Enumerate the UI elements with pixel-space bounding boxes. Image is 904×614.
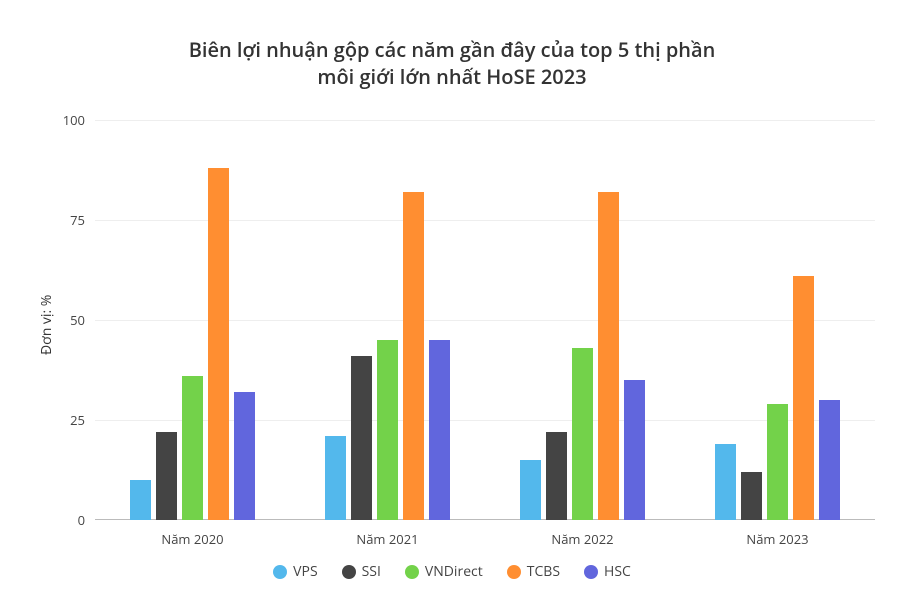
legend-item[interactable]: HSC [584, 562, 631, 581]
bar [598, 192, 619, 520]
chart-title-line2: môi giới lớn nhất HoSE 2023 [0, 63, 904, 90]
bar [182, 376, 203, 520]
bar [624, 380, 645, 520]
x-tick-label: Năm 2020 [161, 520, 223, 548]
legend-label: VPS [293, 562, 317, 581]
y-tick-label: 50 [70, 311, 95, 329]
bar [520, 460, 541, 520]
bar [715, 444, 736, 520]
legend-item[interactable]: VPS [273, 562, 317, 581]
x-tick-label: Năm 2021 [356, 520, 418, 548]
legend-item[interactable]: SSI [342, 562, 381, 581]
y-tick-label: 100 [63, 111, 95, 129]
bar [403, 192, 424, 520]
bar [208, 168, 229, 520]
y-tick-label: 25 [70, 411, 95, 429]
legend-swatch [342, 565, 356, 579]
legend-item[interactable]: VNDirect [405, 562, 483, 581]
legend-swatch [273, 565, 287, 579]
bar [767, 404, 788, 520]
plot-area: 0255075100Năm 2020Năm 2021Năm 2022Năm 20… [95, 120, 875, 520]
legend-label: SSI [362, 562, 381, 581]
bar [234, 392, 255, 520]
legend-swatch [405, 565, 419, 579]
bar [156, 432, 177, 520]
bar [429, 340, 450, 520]
legend-swatch [584, 565, 598, 579]
chart-container: Biên lợi nhuận gộp các năm gần đây của t… [0, 0, 904, 614]
y-tick-label: 75 [70, 211, 95, 229]
legend-swatch [507, 565, 521, 579]
x-tick-label: Năm 2023 [746, 520, 808, 548]
bar [572, 348, 593, 520]
gridline [95, 120, 875, 121]
legend-item[interactable]: TCBS [507, 562, 560, 581]
bar [793, 276, 814, 520]
x-tick-label: Năm 2022 [551, 520, 613, 548]
legend-label: HSC [604, 562, 631, 581]
bar [546, 432, 567, 520]
bar [819, 400, 840, 520]
y-tick-label: 0 [78, 511, 95, 529]
legend-label: VNDirect [425, 562, 483, 581]
bar [377, 340, 398, 520]
bar [741, 472, 762, 520]
legend: VPS SSI VNDirect TCBS HSC [0, 562, 904, 581]
bar [130, 480, 151, 520]
legend-label: TCBS [527, 562, 560, 581]
y-axis-label: Đơn vị: % [37, 295, 56, 355]
chart-title: Biên lợi nhuận gộp các năm gần đây của t… [0, 36, 904, 90]
bar [325, 436, 346, 520]
chart-title-line1: Biên lợi nhuận gộp các năm gần đây của t… [0, 36, 904, 63]
bar [351, 356, 372, 520]
